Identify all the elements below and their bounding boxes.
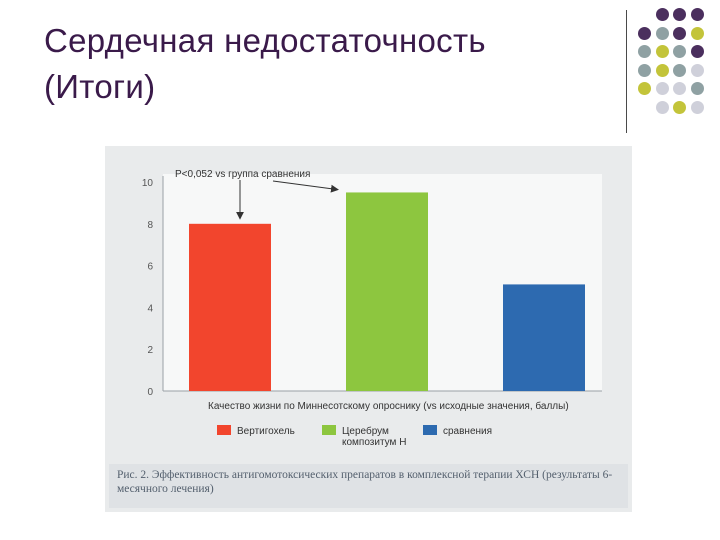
decor-dot <box>655 82 669 95</box>
y-tick-label: 6 <box>147 262 153 273</box>
legend-swatch-3 <box>423 425 437 435</box>
y-tick-label: 0 <box>147 387 153 398</box>
decor-dot <box>690 100 704 114</box>
title-line-2: (Итоги) <box>44 68 156 105</box>
significance-annotation: P<0,052 vs группа сравнения <box>175 169 310 180</box>
decor-dot <box>673 63 686 77</box>
decor-dot <box>638 63 651 77</box>
slide-title: Сердечная недостаточность (Итоги) <box>44 18 614 110</box>
decor-dot <box>655 63 669 77</box>
decor-dot <box>673 100 686 114</box>
decor-dot <box>690 26 704 40</box>
decor-dot <box>638 26 651 40</box>
legend-label-2: композитум Н <box>342 437 406 448</box>
bar-1 <box>189 223 271 391</box>
title-line-1: Сердечная недостаточность <box>44 22 486 59</box>
decor-dot <box>690 8 704 21</box>
decor-dot <box>673 45 686 58</box>
vertical-divider <box>626 10 627 133</box>
chart-figure: 0 2 4 6 8 10 P<0,052 vs группа сравнения Качест… <box>105 146 632 512</box>
decor-dot <box>673 82 686 95</box>
decor-dot <box>690 82 704 95</box>
legend-label-2: Церебрум <box>342 425 389 437</box>
decor-dot <box>690 63 704 77</box>
decorative-dot-grid <box>638 8 710 120</box>
bar-2 <box>346 192 428 391</box>
decor-dot <box>638 45 651 58</box>
decor-dot <box>673 8 686 21</box>
annotation-arrow-right <box>272 180 339 193</box>
legend-label-1: Вертигохель <box>237 426 295 437</box>
y-tick-label: 8 <box>147 220 153 231</box>
decor-dot <box>655 26 669 40</box>
bar-3 <box>503 284 585 391</box>
legend-label-3: сравнения <box>443 426 492 437</box>
y-tick-label: 4 <box>147 303 153 314</box>
decor-dot <box>673 26 686 40</box>
bar-chart: 0 2 4 6 8 10 P<0,052 vs группа сравнения Качест… <box>142 169 602 448</box>
decor-dot <box>655 100 669 114</box>
decor-dot <box>690 45 704 58</box>
y-tick-label: 2 <box>147 345 153 356</box>
decor-dot <box>655 8 669 21</box>
decor-dot <box>655 45 669 58</box>
x-axis-label: Качество жизни по Миннесотскому опросник… <box>208 400 569 412</box>
legend-swatch-2 <box>322 425 336 435</box>
caption-band <box>109 464 628 508</box>
decor-dot <box>638 82 651 95</box>
figure-caption: Рис. 2. Эффективность антигомотоксически… <box>117 469 613 495</box>
y-tick-label: 10 <box>142 178 154 189</box>
legend-swatch-1 <box>217 425 231 435</box>
